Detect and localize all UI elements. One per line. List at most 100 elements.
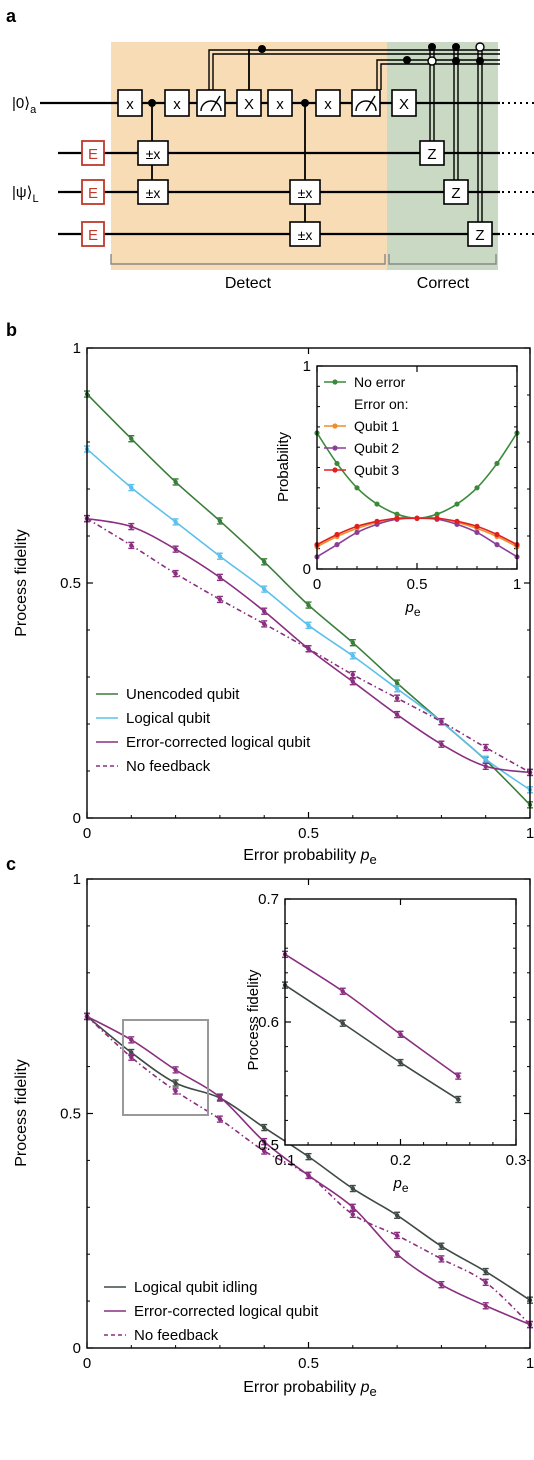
data-point <box>394 1233 400 1238</box>
data-point <box>262 1148 267 1154</box>
data-point <box>306 1173 311 1178</box>
data-point <box>456 1073 461 1079</box>
data-point <box>129 543 134 548</box>
detect-label: Detect <box>225 275 272 292</box>
data-point <box>350 1186 355 1191</box>
data-point <box>394 515 400 521</box>
data-point <box>374 518 380 524</box>
legend-entry: Qubit 1 <box>354 418 399 434</box>
data-point <box>483 1269 488 1274</box>
data-point <box>394 712 400 717</box>
chart-b-main: 0 0.5 1 0 0.5 1 Error probability pe Process fi… <box>13 340 534 867</box>
data-point <box>173 479 178 485</box>
data-point <box>334 542 340 548</box>
open-control-dot <box>475 42 485 52</box>
meter-icon <box>351 89 381 117</box>
data-point <box>217 554 223 559</box>
panel-a: a |0⟩a |ψ⟩L E E E <box>6 6 534 292</box>
data-point <box>173 571 178 576</box>
data-point <box>262 609 267 614</box>
svg-text:X: X <box>399 96 409 113</box>
x-tick-label: 0.5 <box>298 825 319 842</box>
data-point <box>262 586 267 592</box>
data-point <box>483 764 488 769</box>
panel-b-label: b <box>6 320 17 340</box>
data-point <box>129 436 134 441</box>
x-axis-label: Error probability pe <box>243 847 377 867</box>
legend-entry: Logical qubit <box>126 710 211 727</box>
data-point <box>173 1088 178 1094</box>
data-point <box>334 531 340 538</box>
correct-label: Correct <box>417 275 470 292</box>
data-point <box>414 515 420 521</box>
data-point <box>394 680 400 686</box>
y-tick-label: 1 <box>73 340 81 357</box>
plot-frame <box>86 347 531 819</box>
data-point <box>439 1256 444 1262</box>
zoom-region-box <box>122 1019 209 1116</box>
svg-text:x: x <box>324 96 332 113</box>
svg-text:E: E <box>88 185 98 202</box>
legend-marker <box>332 423 338 429</box>
x-tick-label: 0 <box>83 825 91 842</box>
x-tick-label: 0.2 <box>390 1152 411 1169</box>
ancilla-gates: x x X x x X <box>117 89 417 117</box>
legend-entry: Error-corrected logical qubit <box>134 1303 319 1320</box>
svg-text:x: x <box>173 96 181 113</box>
data-point <box>129 1055 134 1060</box>
data-point <box>483 1280 488 1285</box>
pm-x-gates: ±x ±x ±x ±x <box>137 140 321 247</box>
data-point <box>306 623 311 628</box>
svg-text:±x: ±x <box>146 146 161 162</box>
legend-marker <box>332 379 338 385</box>
y-tick-label: 0 <box>73 1340 81 1357</box>
data-point <box>494 460 500 467</box>
data-point <box>217 575 223 580</box>
data-point <box>262 621 267 627</box>
x-axis-label: pe <box>404 599 420 619</box>
x-tick-label: 0.1 <box>275 1152 296 1169</box>
data-point <box>454 518 460 524</box>
data-point <box>262 1125 267 1130</box>
data-point <box>439 719 444 724</box>
y-axis-label: Process fidelity <box>245 969 262 1070</box>
y-axis-label: Process fidelity <box>13 529 30 637</box>
svg-text:E: E <box>88 227 98 244</box>
y-axis-label: Process fidelity <box>13 1059 30 1167</box>
panel-a-label: a <box>6 6 17 26</box>
plot-frame <box>86 878 531 1349</box>
x-tick-label: 0 <box>83 1355 91 1372</box>
data-point <box>354 523 360 529</box>
legend-entry: Logical qubit idling <box>134 1279 257 1296</box>
x-tick-label: 1 <box>526 1355 534 1372</box>
y-tick-label: 0.5 <box>258 1137 279 1154</box>
data-point <box>483 745 488 750</box>
legend-entry: Unencoded qubit <box>126 686 240 703</box>
data-point <box>350 1205 355 1210</box>
y-tick-label: 0 <box>303 561 311 578</box>
y-tick-label: 0.7 <box>258 891 279 908</box>
data-point <box>394 511 400 517</box>
inset-background <box>317 366 517 569</box>
data-point <box>374 501 380 507</box>
data-point <box>434 511 440 517</box>
data-point <box>306 646 311 651</box>
data-point <box>173 546 178 552</box>
data-point <box>354 529 360 536</box>
data-point <box>394 686 400 691</box>
x-tick-label: 0 <box>313 576 321 593</box>
data-point <box>340 989 345 994</box>
y-tick-label: 1 <box>73 871 81 888</box>
series-line <box>284 984 459 1101</box>
data-point <box>306 1154 311 1159</box>
x-tick-label: 0.5 <box>407 576 428 593</box>
y-tick-label: 1 <box>303 358 311 375</box>
chart-c-inset: 0.1 0.2 0.3 0.5 0.6 0.7 pe Process fidelity <box>245 891 526 1195</box>
y-tick-label: 0.6 <box>258 1014 279 1031</box>
error-gates: E E E <box>81 140 105 247</box>
x-tick-label: 1 <box>513 576 521 593</box>
data-point <box>494 542 500 548</box>
x-axis-label: Error probability pe <box>243 1379 377 1399</box>
legend-entry: Qubit 2 <box>354 440 399 456</box>
